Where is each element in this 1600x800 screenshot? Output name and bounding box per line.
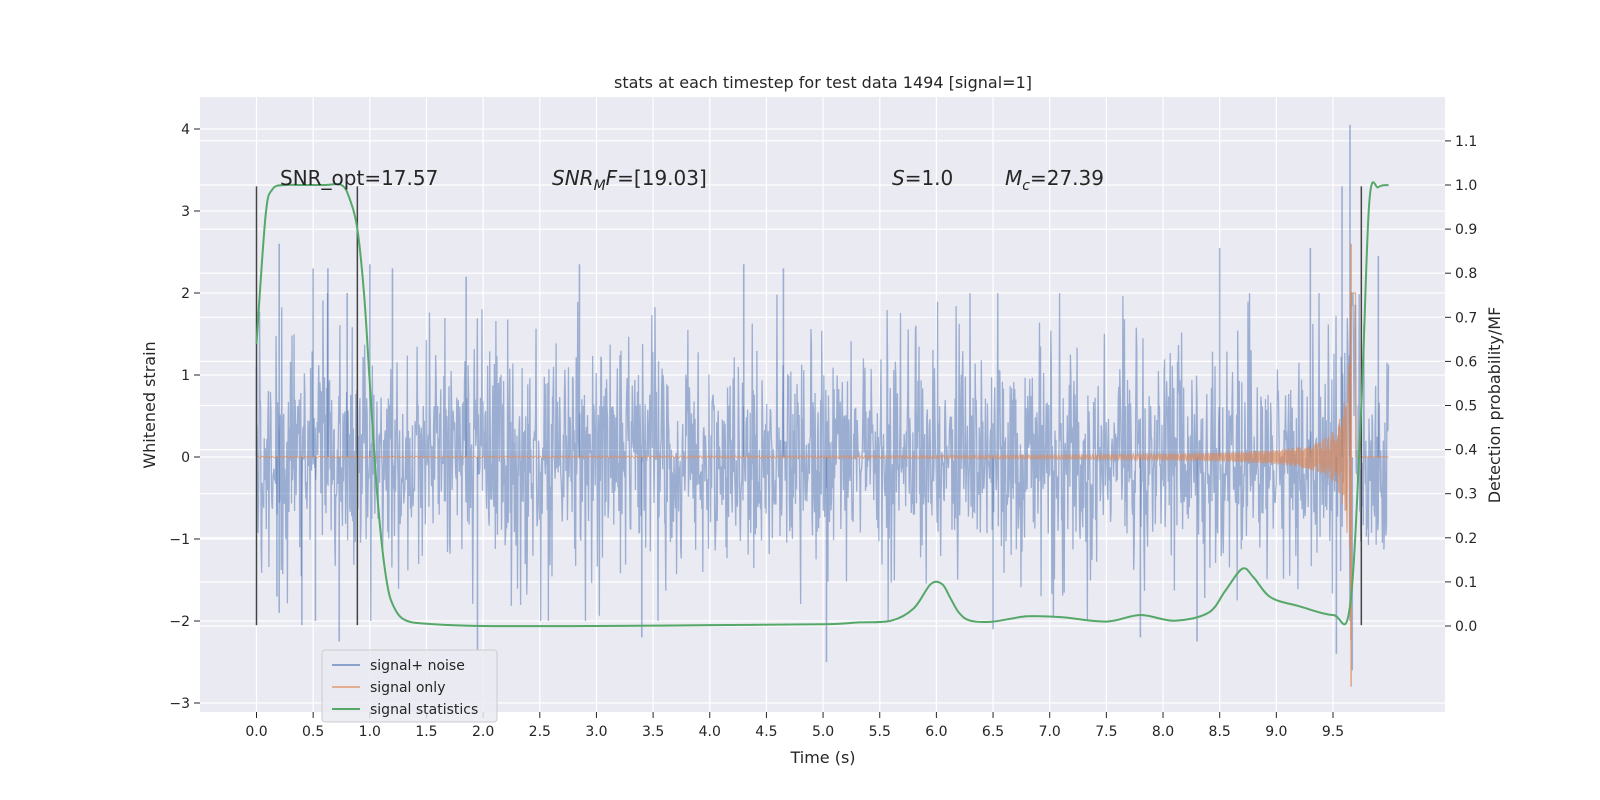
x-tick-label: 5.5 [869, 724, 891, 740]
legend-box [321, 649, 498, 723]
x-tick-label: 7.0 [1039, 724, 1061, 740]
x-tick-label: 2.5 [529, 724, 551, 740]
y-tick-label: 2 [181, 286, 190, 302]
annotation-snr-opt: SNR_opt=17.57 [280, 166, 438, 190]
x-tick-label: 4.5 [755, 724, 777, 740]
y-axis-ticks: −3 −2 −1 0 1 2 3 4 [169, 122, 200, 712]
y-axis-label: Whitened strain [140, 341, 159, 468]
statistics-layer [255, 181, 1389, 628]
x-tick-label: 5.0 [812, 724, 834, 740]
x-tick-label: 0.0 [245, 724, 267, 740]
annotation-s-symbol: S [892, 166, 905, 190]
annotation-mc: Mc=27.39 [1005, 166, 1104, 194]
annotation-snr-mf-value: =[19.03] [617, 166, 707, 190]
x-tick-label: 6.5 [982, 724, 1004, 740]
series-signal-noise-line [255, 292, 1390, 622]
x-tick-label: 3.0 [585, 724, 607, 740]
y2-tick-label: 0.2 [1455, 531, 1477, 547]
y-tick-label: −1 [169, 532, 190, 548]
x-tick-label: 3.5 [642, 724, 664, 740]
legend-label: signal+ noise [370, 658, 465, 674]
legend-label: signal only [370, 680, 445, 696]
y2-tick-label: 0.9 [1455, 222, 1477, 238]
x-tick-label: 8.5 [1209, 724, 1231, 740]
y2-axis-ticks: 0.0 0.1 0.2 0.3 0.4 0.5 0.6 0.7 0.8 0.9 1.0 1.1 [1445, 134, 1477, 635]
x-tick-label: 6.0 [925, 724, 947, 740]
x-tick-label: 1.0 [359, 724, 381, 740]
y2-tick-label: 0.3 [1455, 487, 1477, 503]
y2-tick-label: 0.0 [1455, 619, 1477, 635]
chart-title: stats at each timestep for test data 149… [614, 73, 1032, 92]
x-tick-label: 2.0 [472, 724, 494, 740]
y-tick-label: 1 [181, 368, 190, 384]
y2-axis-label: Detection probability/MF [1485, 307, 1504, 504]
annotations: SNR_opt=17.57 SNRMF=[19.03] S=1.0 Mc=27.… [280, 166, 1104, 194]
y-tick-label: −2 [169, 614, 190, 630]
y2-tick-label: 0.1 [1455, 575, 1477, 591]
series-signal-statistics-line [255, 181, 1389, 628]
x-tick-label: 4.0 [699, 724, 721, 740]
data-layer [255, 124, 1390, 687]
y2-tick-label: 1.0 [1455, 178, 1477, 194]
y2-tick-label: 0.5 [1455, 399, 1477, 415]
x-tick-label: 0.5 [302, 724, 324, 740]
x-axis-label: Time (s) [789, 748, 855, 767]
x-tick-label: 9.0 [1265, 724, 1287, 740]
annotation-mc-symbol: M [1005, 166, 1022, 190]
y2-tick-label: 1.1 [1455, 134, 1477, 150]
annotation-snr-mf-symbol: SNR [552, 166, 594, 190]
x-tick-label: 9.5 [1322, 724, 1344, 740]
y2-tick-label: 0.8 [1455, 266, 1477, 282]
series-signal-only-line [256, 292, 1389, 641]
y2-tick-label: 0.6 [1455, 354, 1477, 370]
legend-items: signal+ noise signal only signal statistic… [332, 658, 478, 718]
annotation-s-value: =1.0 [905, 166, 954, 190]
x-tick-label: 8.0 [1152, 724, 1174, 740]
annotation-snr-mf-letter: F [606, 166, 618, 190]
x-axis-ticks: 0.0 0.5 1.0 1.5 2.0 2.5 3.0 3.5 4.0 4.5 5.0 5.5 6.0 6… [245, 712, 1344, 740]
y-tick-label: 4 [181, 122, 190, 138]
x-tick-label: 1.5 [415, 724, 437, 740]
annotation-snr-mf: SNRMF=[19.03] [552, 166, 707, 194]
annotation-mc-value: =27.39 [1030, 166, 1104, 190]
y2-tick-label: 0.4 [1455, 443, 1477, 459]
annotation-mc-subscript: c [1022, 178, 1030, 194]
y-tick-label: −3 [169, 696, 190, 712]
annotation-s: S=1.0 [892, 166, 953, 190]
y-tick-label: 0 [181, 450, 190, 466]
y-tick-label: 3 [181, 204, 190, 220]
legend: signal+ noise signal only signal statistic… [321, 649, 498, 723]
x-tick-label: 7.5 [1095, 724, 1117, 740]
legend-label: signal statistics [370, 702, 478, 718]
annotation-snr-mf-subscript: M [594, 178, 606, 194]
y2-tick-label: 0.7 [1455, 310, 1477, 326]
